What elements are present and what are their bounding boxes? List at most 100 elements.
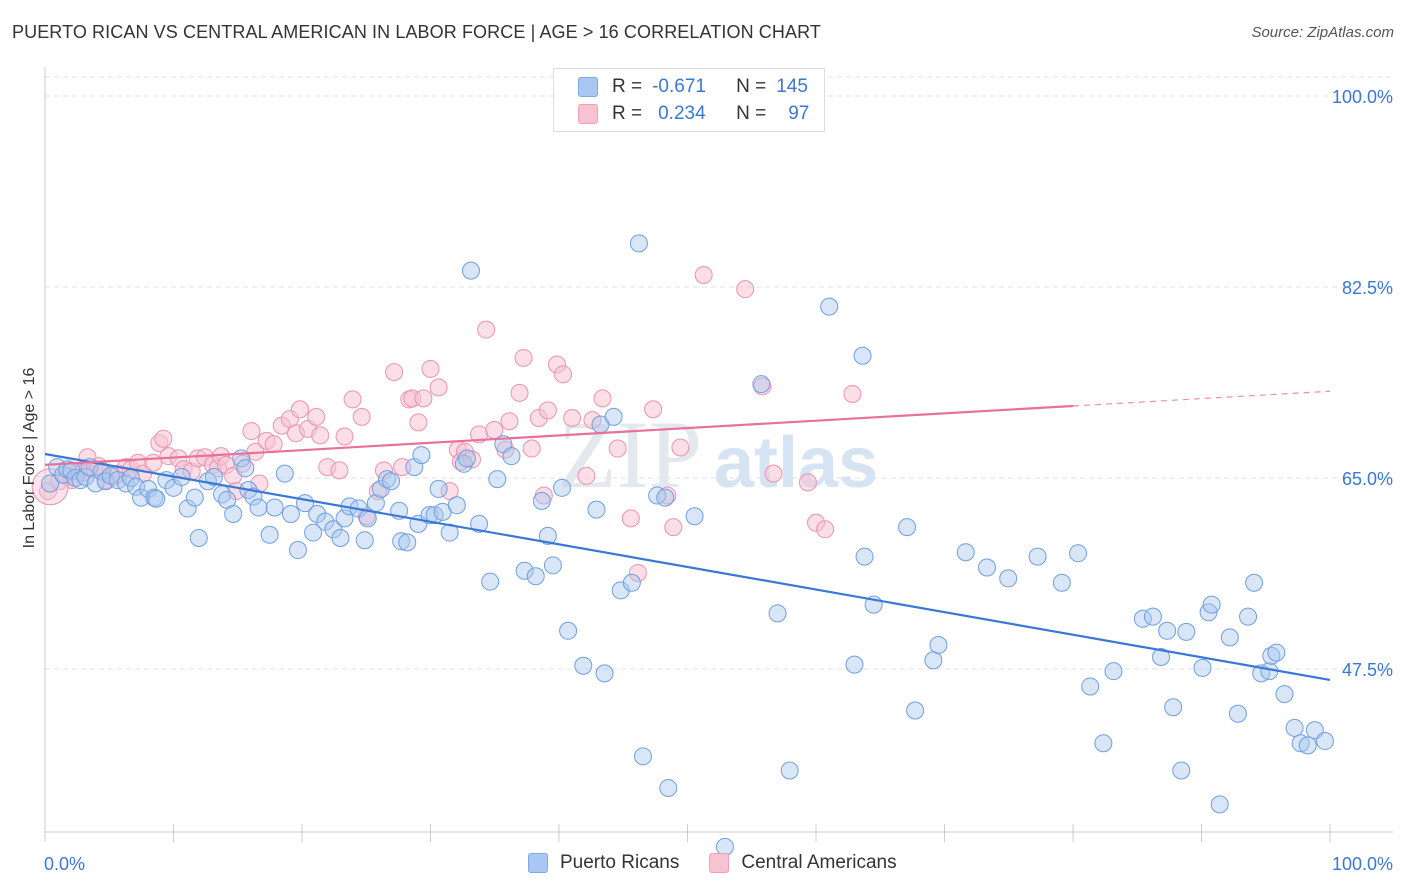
- puerto-rican-point: [1291, 734, 1310, 753]
- central-american-point: [798, 473, 817, 492]
- central-american-point: [694, 265, 713, 284]
- central-american-point: [440, 482, 459, 501]
- central-american-point: [307, 407, 326, 426]
- puerto-rican-point: [906, 701, 925, 720]
- puerto-rican-point: [656, 488, 675, 507]
- puerto-rican-point: [412, 446, 431, 465]
- central-american-point: [500, 412, 519, 431]
- puerto-rican-point: [116, 474, 135, 493]
- central-american-point: [429, 378, 448, 397]
- puerto-rican-point: [470, 514, 489, 533]
- puerto-rican-point: [1285, 718, 1304, 737]
- central-american-point: [242, 422, 261, 441]
- puerto-rican-point: [526, 567, 545, 586]
- y-tick-label: 82.5%: [1342, 278, 1393, 298]
- r-value: -0.671: [652, 76, 706, 97]
- n-value: 145: [776, 76, 808, 97]
- y-tick-label: 65.0%: [1342, 469, 1393, 489]
- r-label: R =: [612, 76, 643, 97]
- central-american-point: [764, 464, 783, 483]
- r-label: R =: [612, 103, 643, 124]
- central-american-point: [409, 413, 428, 432]
- puerto-rican-point: [515, 561, 534, 580]
- puerto-rican-point: [956, 543, 975, 562]
- chart-source: Source: ZipAtlas.com: [1251, 24, 1394, 41]
- central-american-point: [154, 429, 173, 448]
- puerto-rican-point: [1172, 761, 1191, 780]
- puerto-rican-point: [1177, 622, 1196, 641]
- central-american-point: [628, 563, 647, 582]
- puerto-rican-point: [1239, 607, 1258, 626]
- puerto-rican-point: [633, 747, 652, 766]
- n-label: N =: [736, 76, 767, 97]
- legend-swatch-blue: [528, 853, 548, 873]
- puerto-rican-point: [855, 547, 874, 566]
- puerto-rican-point: [768, 604, 787, 623]
- central-american-point: [421, 359, 440, 378]
- puerto-rican-point: [275, 464, 294, 483]
- puerto-rican-point: [204, 467, 223, 486]
- y-axis-label: In Labor Force | Age > 16: [21, 368, 38, 549]
- puerto-rican-point: [820, 297, 839, 316]
- puerto-rican-point: [1262, 646, 1281, 665]
- legend-row-puerto-ricans: R = -0.671 N = 145: [578, 75, 808, 99]
- puerto-rican-point: [454, 454, 473, 473]
- puerto-rican-point: [853, 346, 872, 365]
- central-american-point: [664, 518, 683, 537]
- central-american-point: [510, 383, 529, 402]
- puerto-rican-point: [447, 496, 466, 515]
- puerto-rican-point: [1275, 685, 1294, 704]
- central-american-point: [477, 320, 496, 339]
- puerto-rican-point: [1152, 647, 1171, 666]
- legend-swatch-pink: [578, 104, 598, 124]
- puerto-rican-point: [977, 558, 996, 577]
- central-american-point: [554, 365, 573, 384]
- legend-swatch-pink: [709, 853, 730, 873]
- central-american-point: [593, 389, 612, 408]
- puerto-rican-point: [929, 635, 948, 654]
- puerto-rican-point: [604, 407, 623, 426]
- puerto-rican-point: [999, 569, 1018, 588]
- puerto-rican-point: [281, 505, 300, 524]
- puerto-rican-point: [574, 656, 593, 675]
- puerto-rican-point: [898, 518, 917, 537]
- puerto-rican-point: [538, 526, 557, 545]
- legend-label: Central Americans: [741, 852, 897, 873]
- central-american-point: [538, 401, 557, 420]
- puerto-rican-point: [1104, 662, 1123, 681]
- central-american-point: [144, 453, 163, 472]
- puerto-rican-point: [481, 572, 500, 591]
- grid-layer: [45, 76, 1393, 670]
- puerto-rican-point: [559, 621, 578, 640]
- central-american-point: [385, 363, 404, 382]
- n-label: N =: [736, 103, 767, 124]
- puerto-rican-point: [629, 234, 648, 253]
- y-tick-label: 47.5%: [1342, 660, 1393, 680]
- puerto-rican-point: [429, 479, 448, 498]
- puerto-rican-point: [461, 261, 480, 280]
- central-american-point: [583, 411, 602, 430]
- puerto-ricans-trend-line: [44, 452, 1331, 681]
- central-american-point: [290, 400, 309, 419]
- legend-label: Puerto Ricans: [560, 852, 680, 873]
- n-value: 97: [788, 103, 810, 124]
- correlation-legend: R = -0.671 N = 145 R = 0.234 N = 97: [553, 68, 825, 132]
- puerto-rican-point: [398, 533, 417, 552]
- puerto-rican-point: [1081, 677, 1100, 696]
- puerto-rican-point: [780, 761, 799, 780]
- central-americans-trend-extension: [1072, 390, 1331, 407]
- axis-labels: 47.5% 65.0% 82.5% 100.0% 0.0% 100.0% In Labor …: [21, 87, 1393, 874]
- puerto-rican-point: [71, 471, 90, 490]
- puerto-rican-point: [457, 449, 476, 468]
- puerto-rican-point: [41, 474, 60, 493]
- central-american-point-cluster: [31, 468, 69, 506]
- puerto-rican-point: [1069, 544, 1088, 563]
- puerto-rican-point: [924, 651, 943, 670]
- trend-lines: [44, 390, 1331, 681]
- puerto-rican-point: [76, 467, 95, 486]
- puerto-rican-point: [249, 498, 268, 517]
- puerto-rican-point: [532, 491, 551, 510]
- puerto-rican-point: [392, 532, 411, 551]
- puerto-rican-point: [659, 778, 678, 797]
